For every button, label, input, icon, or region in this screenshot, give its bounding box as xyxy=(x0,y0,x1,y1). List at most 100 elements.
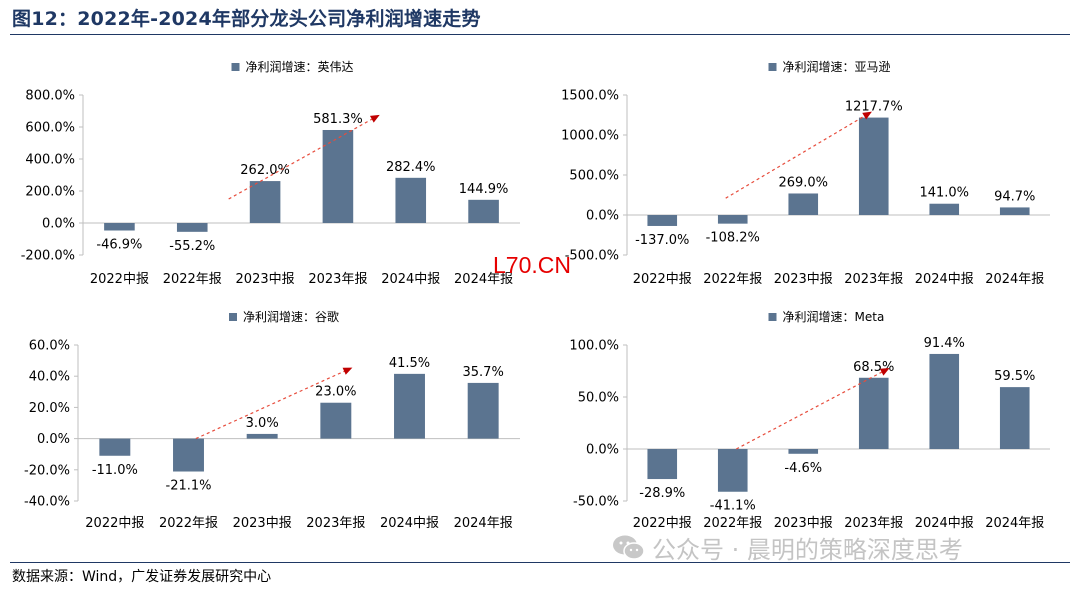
footer-divider xyxy=(10,562,1070,563)
y-tick-label: 0.0% xyxy=(42,217,75,232)
data-label: 262.0% xyxy=(240,163,290,178)
x-category-label: 2023中报 xyxy=(233,516,292,531)
y-tick-label: 1000.0% xyxy=(561,129,619,144)
chart-amazon: 净利润增速：亚马逊 1500.0% 1000.0% 500.0% 0.0% -500.0%… xyxy=(561,60,1050,287)
data-label: -28.9% xyxy=(639,486,685,501)
wechat-icon xyxy=(613,535,645,560)
data-label: 68.5% xyxy=(853,360,894,375)
data-label: -11.0% xyxy=(92,463,138,478)
page-title: 图12：2022年-2024年部分龙头公司净利润增速走势 xyxy=(12,8,481,30)
bar xyxy=(467,382,499,439)
bar xyxy=(858,117,889,215)
x-category-label: 2024中报 xyxy=(915,272,974,287)
x-category-label: 2022年报 xyxy=(703,516,762,531)
x-category-label: 2022中报 xyxy=(633,516,692,531)
trend-arrowhead xyxy=(862,111,872,120)
bar xyxy=(173,438,204,472)
bar xyxy=(104,223,135,231)
data-label: 269.0% xyxy=(778,175,828,190)
y-tick-label: 500.0% xyxy=(569,169,619,184)
bar xyxy=(395,177,427,223)
data-label: 282.4% xyxy=(386,160,436,175)
y-tick-label: -20.0% xyxy=(24,463,70,478)
y-tick-label: 100.0% xyxy=(569,339,619,354)
x-category-label: 2022中报 xyxy=(633,272,692,287)
bar xyxy=(929,203,960,215)
data-label: -21.1% xyxy=(166,479,212,494)
data-label: -55.2% xyxy=(169,239,215,254)
source-note: 数据来源：Wind，广发证券发展研究中心 xyxy=(12,569,272,585)
bar xyxy=(176,223,208,232)
x-category-label: 2024中报 xyxy=(915,516,974,531)
legend-swatch xyxy=(768,313,777,321)
bar xyxy=(647,215,678,226)
x-category-label: 2023中报 xyxy=(236,272,295,287)
title-divider xyxy=(10,34,1070,35)
bar xyxy=(320,402,352,439)
data-label: 94.7% xyxy=(994,189,1035,204)
y-tick-label: 50.0% xyxy=(578,391,619,406)
bar xyxy=(394,373,425,439)
bar xyxy=(788,193,819,215)
bar xyxy=(999,207,1030,215)
bar xyxy=(999,387,1030,449)
y-tick-label: -200.0% xyxy=(21,249,75,264)
trend-line xyxy=(725,112,871,199)
x-category-label: 2024年报 xyxy=(985,272,1044,287)
legend-label: 净利润增速：Meta xyxy=(783,310,885,324)
data-label: 144.9% xyxy=(459,182,509,197)
bar xyxy=(717,215,748,224)
x-category-label: 2022中报 xyxy=(90,272,149,287)
y-tick-label: -40.0% xyxy=(24,495,70,510)
chart-nvidia: 净利润增速：英伟达 800.0% 600.0% 400.0% 200.0% 0.0% -20… xyxy=(21,60,520,287)
bar xyxy=(858,377,889,449)
x-category-label: 2024中报 xyxy=(380,516,439,531)
x-category-label: 2023年报 xyxy=(844,516,903,531)
y-tick-label: 200.0% xyxy=(25,185,75,200)
data-label: 1217.7% xyxy=(845,100,903,115)
trend-line xyxy=(228,115,379,200)
x-category-label: 2024年报 xyxy=(454,516,513,531)
trend-line xyxy=(735,368,889,450)
data-label: 91.4% xyxy=(924,336,965,351)
legend-swatch xyxy=(229,313,237,321)
y-tick-label: -500.0% xyxy=(565,249,619,264)
data-label: 59.5% xyxy=(994,369,1035,384)
legend-swatch xyxy=(231,63,240,71)
chart-meta: 净利润增速：Meta 100.0% 50.0% 0.0% -50.0% -28.9% 202… xyxy=(569,310,1050,531)
data-label: -137.0% xyxy=(635,233,689,248)
y-tick-label: 40.0% xyxy=(29,370,70,385)
y-tick-label: 0.0% xyxy=(586,209,619,224)
x-category-label: 2022年报 xyxy=(159,516,218,531)
y-tick-label: 20.0% xyxy=(29,401,70,416)
x-category-label: 2023中报 xyxy=(774,272,833,287)
legend-swatch xyxy=(768,63,777,71)
data-label: -4.6% xyxy=(784,461,822,476)
y-tick-label: 800.0% xyxy=(25,89,75,104)
bar xyxy=(322,129,354,223)
data-label: -41.1% xyxy=(710,499,756,514)
x-category-label: 2024年报 xyxy=(454,272,513,287)
bar xyxy=(929,353,960,449)
x-category-label: 2022年报 xyxy=(163,272,222,287)
y-tick-label: 0.0% xyxy=(586,443,619,458)
y-tick-label: 0.0% xyxy=(37,432,70,447)
y-tick-label: 1500.0% xyxy=(561,89,619,104)
trend-arrowhead xyxy=(342,367,353,375)
trend-arrowhead xyxy=(879,367,890,376)
bar xyxy=(717,449,748,492)
x-category-label: 2024年报 xyxy=(985,516,1044,531)
watermark-wechat-text: 公众号 · 晨明的策略深度思考 xyxy=(652,536,963,564)
bar xyxy=(647,449,678,480)
legend-label: 净利润增速：英伟达 xyxy=(246,60,354,74)
data-label: 35.7% xyxy=(463,365,504,380)
data-label: 141.0% xyxy=(919,186,969,201)
x-category-label: 2022年报 xyxy=(703,272,762,287)
bar xyxy=(788,449,819,454)
x-category-label: 2024中报 xyxy=(381,272,440,287)
legend-label: 净利润增速：亚马逊 xyxy=(783,60,891,74)
bar xyxy=(468,199,499,223)
x-category-label: 2023年报 xyxy=(844,272,903,287)
trend-arrowhead xyxy=(369,114,380,123)
x-category-label: 2023年报 xyxy=(306,516,365,531)
